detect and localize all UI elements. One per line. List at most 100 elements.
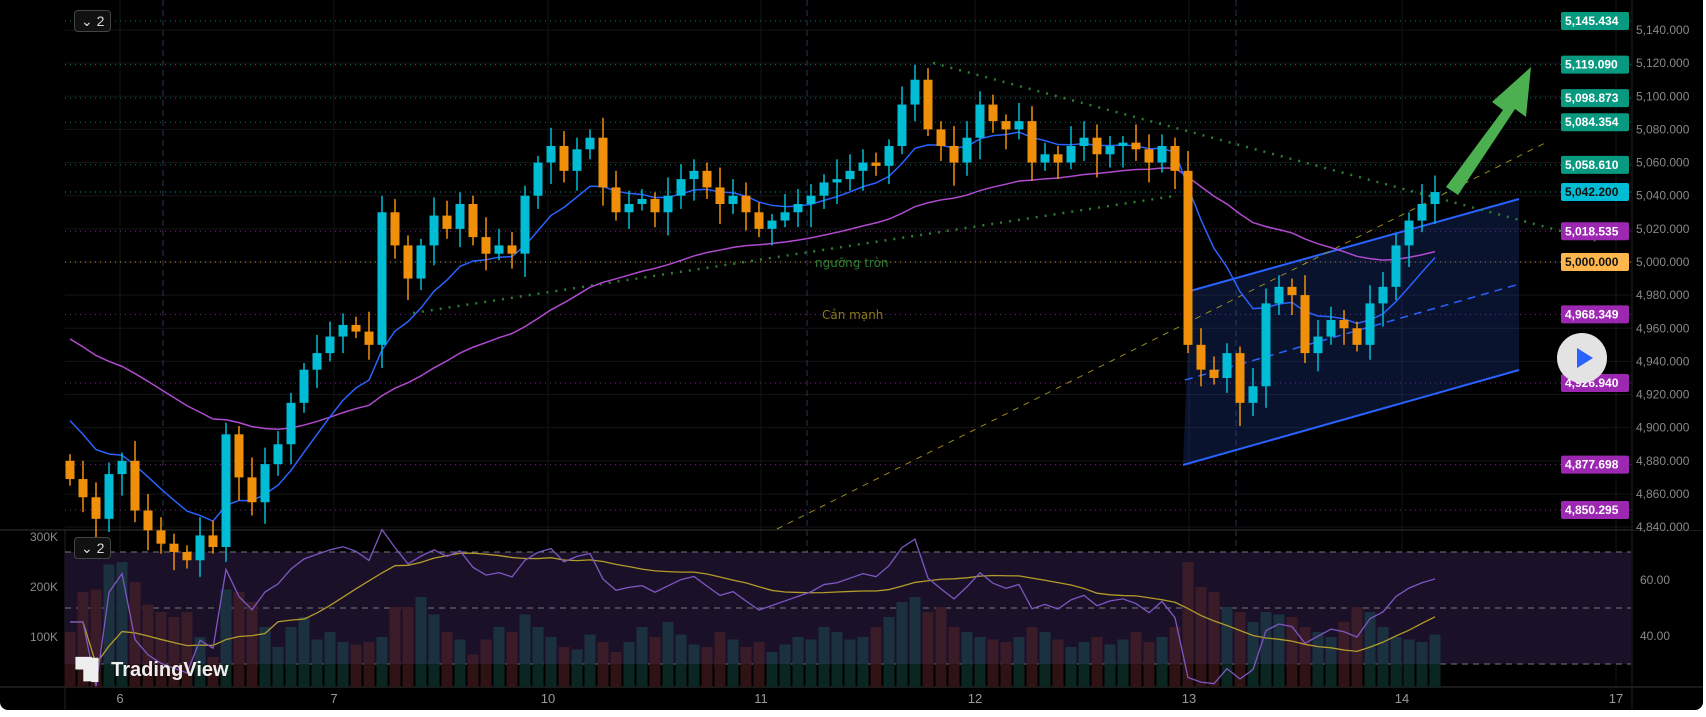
volume-bar-base [896, 664, 908, 687]
volume-bar-base [1208, 664, 1220, 687]
candle-body [1326, 319, 1336, 337]
price-tick-label: 4,880.000 [1636, 454, 1690, 468]
candle-body [1170, 145, 1180, 171]
volume-bar-base [1052, 664, 1064, 687]
volume-bar-base [740, 664, 752, 687]
volume-bar [1286, 617, 1298, 687]
candle-body [715, 187, 725, 204]
candle-body [1014, 121, 1024, 130]
volume-bar-base [350, 664, 362, 687]
candle-body [156, 530, 166, 544]
volume-bar-base [779, 664, 791, 687]
price-label-tag [1561, 305, 1629, 324]
volume-bar [1351, 607, 1363, 687]
volume-bar [1247, 622, 1259, 687]
volume-bar [935, 607, 947, 687]
volume-bar [220, 589, 232, 687]
collapse-pane-indicators-button[interactable]: ⌄ 2 [74, 537, 112, 559]
volume-bar-base [1429, 664, 1441, 687]
candle-body [364, 331, 374, 345]
price-tick-label: 4,920.000 [1636, 388, 1690, 402]
price-tick-label: 5,060.000 [1636, 156, 1690, 170]
candle-body [845, 170, 855, 180]
volume-bar [857, 637, 869, 687]
candle-body [1118, 142, 1128, 146]
candle-body [1248, 386, 1258, 403]
price-label: 5,018.535 [1565, 224, 1619, 238]
volume-bar-base [181, 664, 193, 687]
candle-body [936, 129, 946, 146]
price-label: 5,119.090 [1565, 58, 1618, 72]
volume-tick-label: 200K [30, 580, 58, 594]
volume-bar [1273, 614, 1285, 687]
volume-bar-base [90, 664, 102, 687]
volume-bar [311, 639, 323, 687]
volume-bar-base [272, 664, 284, 687]
tradingview-logo: ▜▌ TradingView [76, 659, 229, 681]
volume-bar [1026, 627, 1038, 687]
volume-bar [1169, 627, 1181, 687]
candle-body [598, 137, 608, 188]
candle-body [611, 187, 621, 213]
volume-bar [480, 639, 492, 687]
candle-body [247, 477, 257, 503]
volume-bar [493, 627, 505, 687]
candle-body [1235, 353, 1245, 403]
replay-play-button[interactable] [1557, 333, 1607, 383]
volume-bar-base [1299, 664, 1311, 687]
volume-bar-base [545, 664, 557, 687]
volume-bar [584, 634, 596, 687]
candle-body [884, 145, 894, 166]
volume-bar-base [1013, 664, 1025, 687]
volume-bar-base [389, 664, 401, 687]
price-tick-label: 5,020.000 [1636, 222, 1690, 236]
volume-bar-base [883, 664, 895, 687]
volume-bar-base [1130, 664, 1142, 687]
price-label: 5,084.354 [1565, 115, 1619, 129]
candle-body [741, 195, 751, 213]
volume-bar [506, 632, 518, 687]
volume-bar [532, 627, 544, 687]
candle-body [442, 215, 452, 229]
volume-bar [1390, 637, 1402, 687]
candle-body [533, 162, 543, 196]
candle-body [403, 245, 413, 279]
volume-bar-base [1117, 664, 1129, 687]
volume-bar-base [1104, 664, 1116, 687]
volume-bar-base [831, 664, 843, 687]
volume-bar-base [1039, 664, 1051, 687]
candle-body [689, 170, 699, 180]
candle-body [793, 203, 803, 213]
volume-bar [1364, 612, 1376, 687]
time-tick-label: 17 [1609, 691, 1623, 706]
price-label-tag [1561, 113, 1629, 132]
volume-bar [181, 612, 193, 687]
volume-bar-base [766, 664, 778, 687]
candle-body [416, 245, 426, 279]
collapse-indicators-button[interactable]: ⌄ 2 [74, 10, 112, 32]
volume-bar [415, 597, 427, 687]
price-label-tag [1561, 501, 1629, 520]
candle-body [923, 79, 933, 130]
volume-bar-base [324, 664, 336, 687]
volume-bar-base [870, 664, 882, 687]
candle-body [325, 336, 335, 354]
candle-body [299, 369, 309, 403]
candle-body [208, 535, 218, 547]
volume-bar [1403, 639, 1415, 687]
volume-bar-base [909, 664, 921, 687]
candle-body [1274, 286, 1284, 304]
volume-bar-base [337, 664, 349, 687]
candle-body [1001, 121, 1011, 130]
volume-bar-base [246, 664, 258, 687]
volume-bar-base [1286, 664, 1298, 687]
price-tick-label: 5,140.000 [1636, 23, 1690, 37]
candle-body [1079, 137, 1089, 146]
volume-bar-base [506, 664, 518, 687]
volume-bar-base [948, 664, 960, 687]
candle-body [819, 182, 829, 196]
volume-bar [844, 639, 856, 687]
candle-body [221, 434, 231, 547]
